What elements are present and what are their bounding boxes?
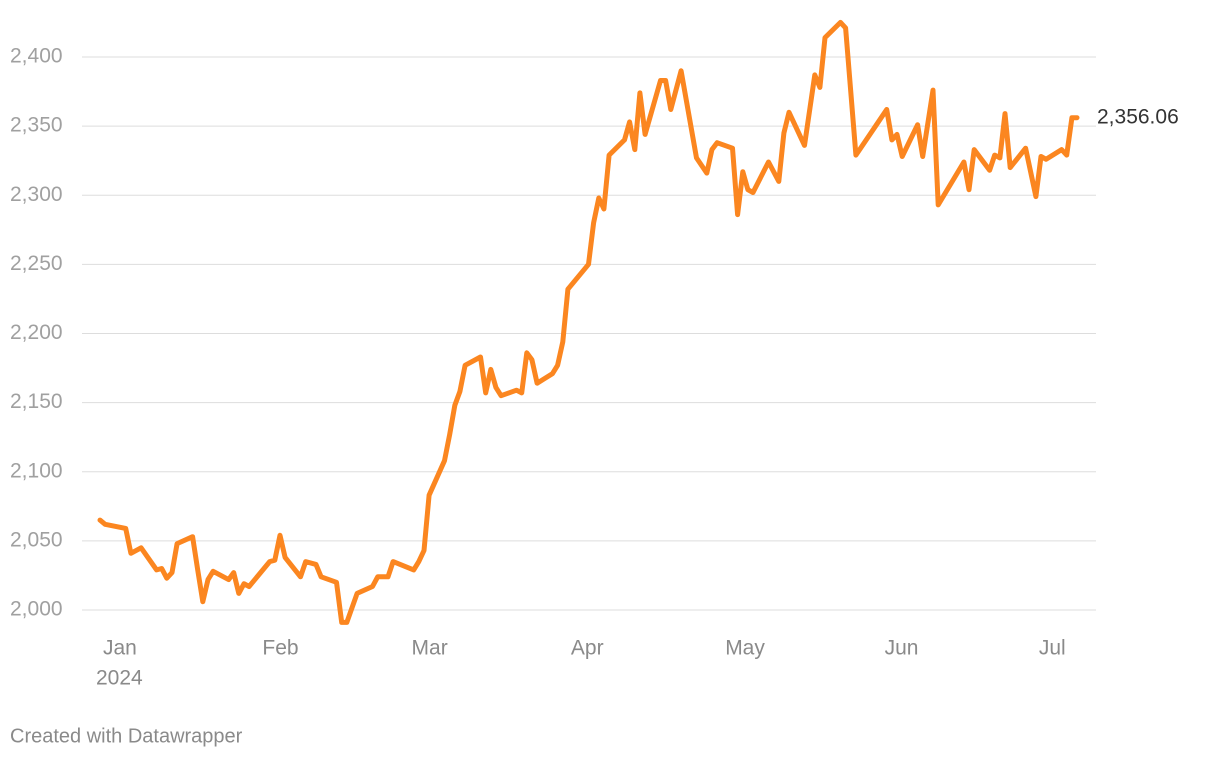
y-tick-label: 2,050 (10, 528, 63, 551)
y-tick-label: 2,150 (10, 390, 63, 413)
x-tick-label: Feb (262, 637, 298, 660)
x-tick-label: Apr (571, 637, 604, 660)
value-label: 2,356.06 (1097, 105, 1179, 128)
x-tick-label: Jul (1039, 637, 1066, 660)
line (97, 19, 1080, 625)
y-tick-label: 2,000 (10, 598, 63, 621)
footer: Created with Datawrapper (10, 725, 243, 747)
x-tick-label: Jun (885, 637, 919, 660)
y-tick-label: 2,100 (10, 459, 63, 482)
x-tick-label: May (725, 637, 765, 660)
y-tick-label: 2,350 (10, 114, 63, 137)
x-sublabel: 2024 (96, 667, 143, 690)
y-tick-label: 2,300 (10, 183, 63, 206)
x-tick-label: Jan (103, 637, 137, 660)
y-tick-label: 2,200 (10, 321, 63, 344)
y-tick-label: 2,250 (10, 252, 63, 275)
x-tick-label: Mar (412, 637, 448, 660)
y-tick-label: 2,400 (10, 45, 63, 68)
